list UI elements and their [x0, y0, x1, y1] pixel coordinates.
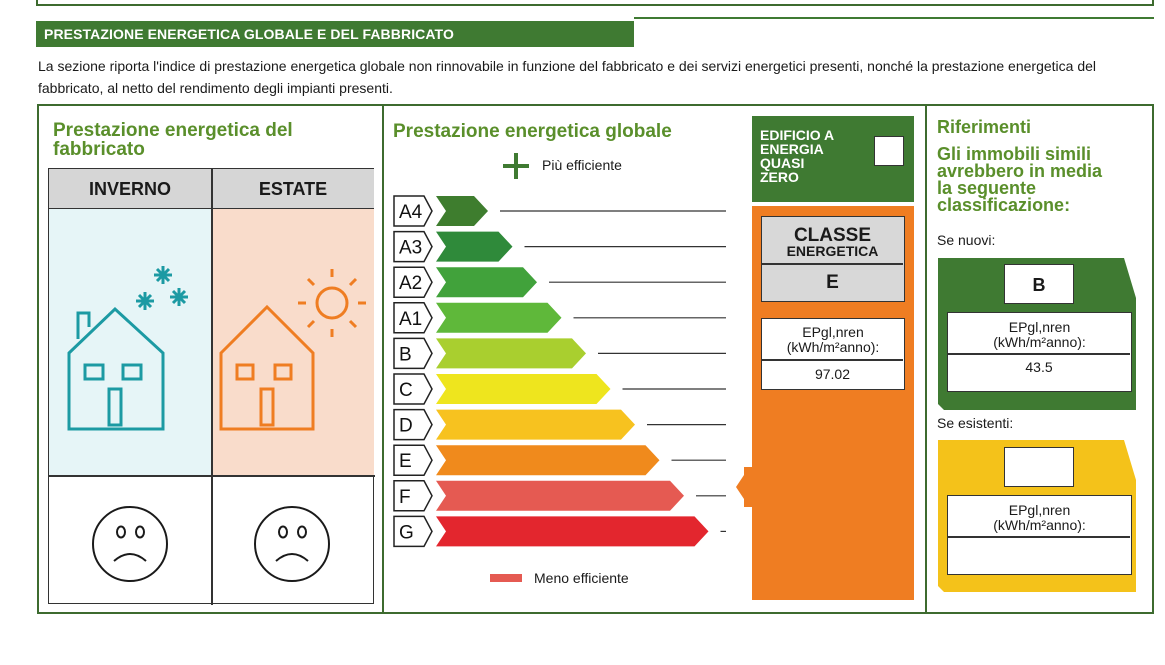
class-label-box-f — [393, 480, 433, 512]
winter-house-icon — [67, 266, 188, 431]
nzeb-checkbox[interactable] — [874, 136, 904, 166]
class-label-g: G — [399, 522, 414, 543]
class-bar-a1 — [436, 302, 562, 333]
class-bar-g — [436, 516, 709, 547]
divider-right — [925, 104, 927, 614]
riferimenti-subtitle-line4: classificazione: — [937, 195, 1071, 215]
nzeb-label-line2: ENERGIA — [760, 141, 824, 157]
classe-energetica-box: CLASSE ENERGETICA E — [761, 216, 905, 302]
nuovi-ep-box: EPgl,nren (kWh/m²anno): 43.5 — [947, 312, 1132, 392]
less-efficient-icon — [490, 574, 522, 582]
more-efficient-label: Più efficiente — [542, 157, 622, 173]
esistenti-label: Se esistenti: — [937, 415, 1014, 431]
class-label-b: B — [399, 344, 412, 365]
winter-header: INVERNO — [49, 169, 211, 209]
nzeb-box: EDIFICIO A ENERGIA QUASI ZERO — [752, 116, 914, 202]
class-label-box-a4 — [393, 195, 433, 227]
esistenti-class-box — [1004, 447, 1074, 487]
class-label-a3: A3 — [399, 238, 422, 259]
esistenti-ep-label-line2: (kWh/m²anno): — [993, 517, 1086, 533]
class-indicator-arrow — [736, 467, 758, 507]
winter-sad-face-icon — [92, 506, 168, 582]
class-label-a1: A1 — [399, 309, 422, 330]
section-intro: La sezione riporta l'indice di prestazio… — [38, 58, 1097, 96]
class-bar-f — [436, 480, 684, 511]
nuovi-class-box: B — [1004, 264, 1074, 304]
esistenti-ep-label: EPgl,nren (kWh/m²anno): — [948, 496, 1131, 533]
divider-left — [382, 104, 384, 614]
less-efficient-label: Meno efficiente — [534, 570, 629, 586]
nuovi-label: Se nuovi: — [937, 232, 996, 248]
class-label-box-a1 — [393, 302, 433, 334]
ep-label: EPgl,nren (kWh/m²anno): — [762, 319, 904, 355]
class-label-box-a3 — [393, 230, 433, 263]
title-underline — [634, 17, 1154, 19]
ep-box: EPgl,nren (kWh/m²anno): 97.02 — [761, 318, 905, 390]
esistenti-ep-label-line1: EPgl,nren — [1008, 502, 1071, 518]
class-label-box-a2 — [393, 266, 433, 298]
main-frame — [37, 104, 1154, 614]
class-label-box-g — [393, 515, 433, 548]
class-label-box-b — [393, 337, 433, 370]
nzeb-label-line1: EDIFICIO A — [760, 127, 835, 143]
esistenti-ep-box: EPgl,nren (kWh/m²anno): — [947, 495, 1132, 575]
class-label-f: F — [399, 487, 411, 508]
class-panel: CLASSE ENERGETICA E EPgl,nren (kWh/m²ann… — [752, 206, 914, 600]
nzeb-label-line3: QUASI — [760, 155, 805, 171]
classe-label-line1: CLASSE — [793, 225, 872, 246]
fabbricato-title-line1: Prestazione energetica del — [53, 120, 293, 141]
plus-icon — [503, 153, 529, 179]
class-label-d: D — [399, 416, 413, 437]
upper-section-frame — [36, 0, 1154, 6]
classe-label-line2: ENERGETICA — [786, 243, 879, 259]
fabbricato-title-line2: fabbricato — [53, 139, 145, 160]
riferimenti-subtitle: Gli immobili simili avrebbero in media l… — [937, 144, 1103, 215]
section-title: PRESTAZIONE ENERGETICA GLOBALE E DEL FAB… — [36, 21, 634, 47]
riferimenti-subtitle-line2: avrebbero in media — [937, 161, 1103, 181]
class-label-box-d — [393, 408, 433, 441]
summer-header: ESTATE — [212, 169, 374, 209]
nuovi-ep-label-line2: (kWh/m²anno): — [993, 334, 1086, 350]
summer-house-icon — [219, 269, 366, 431]
riferimenti-title: Riferimenti — [937, 117, 1032, 137]
class-bar-d — [436, 409, 635, 440]
class-label-box-c — [393, 373, 433, 405]
classe-energetica-label: CLASSE ENERGETICA — [762, 225, 903, 259]
class-label-c: C — [399, 380, 413, 401]
summer-sad-face-icon — [254, 506, 330, 582]
nuovi-ep-value: 43.5 — [1025, 359, 1053, 375]
ep-label-line2: (kWh/m²anno): — [786, 339, 880, 355]
fabbricato-title: Prestazione energetica del fabbricato — [53, 121, 293, 159]
nuovi-ep-divider — [948, 353, 1130, 355]
class-bar-a2 — [436, 267, 537, 298]
nuovi-ep-label: EPgl,nren (kWh/m²anno): — [948, 313, 1131, 350]
class-bar-c — [436, 374, 611, 404]
winter-panel — [49, 209, 211, 475]
riferimenti-subtitle-line1: Gli immobili simili — [937, 144, 1092, 164]
class-label-a2: A2 — [399, 273, 422, 294]
ep-divider — [762, 359, 903, 361]
seasons-divider — [211, 169, 213, 605]
summer-panel — [212, 209, 374, 475]
seasons-table: INVERNO ESTATE — [48, 168, 375, 605]
riferimenti-subtitle-line3: la seguente — [937, 178, 1037, 198]
class-label-box-e — [393, 444, 433, 476]
globale-title: Prestazione energetica globale — [393, 121, 672, 142]
class-bar-e — [436, 445, 660, 476]
class-label-a4: A4 — [399, 202, 423, 223]
ep-value: 97.02 — [814, 366, 851, 382]
faces-divider — [49, 475, 375, 477]
nzeb-label-line4: ZERO — [760, 169, 799, 185]
class-bar-a4 — [436, 196, 488, 226]
ep-label-line1: EPgl,nren — [802, 324, 864, 340]
class-bar-b — [436, 338, 586, 369]
classe-value: E — [826, 272, 839, 293]
classe-divider — [762, 263, 903, 265]
esistenti-ep-divider — [948, 536, 1130, 538]
nzeb-label: EDIFICIO A ENERGIA QUASI ZERO — [760, 128, 834, 184]
class-bar-a3 — [436, 231, 513, 262]
nuovi-ep-label-line1: EPgl,nren — [1008, 319, 1071, 335]
class-label-e: E — [399, 451, 412, 472]
